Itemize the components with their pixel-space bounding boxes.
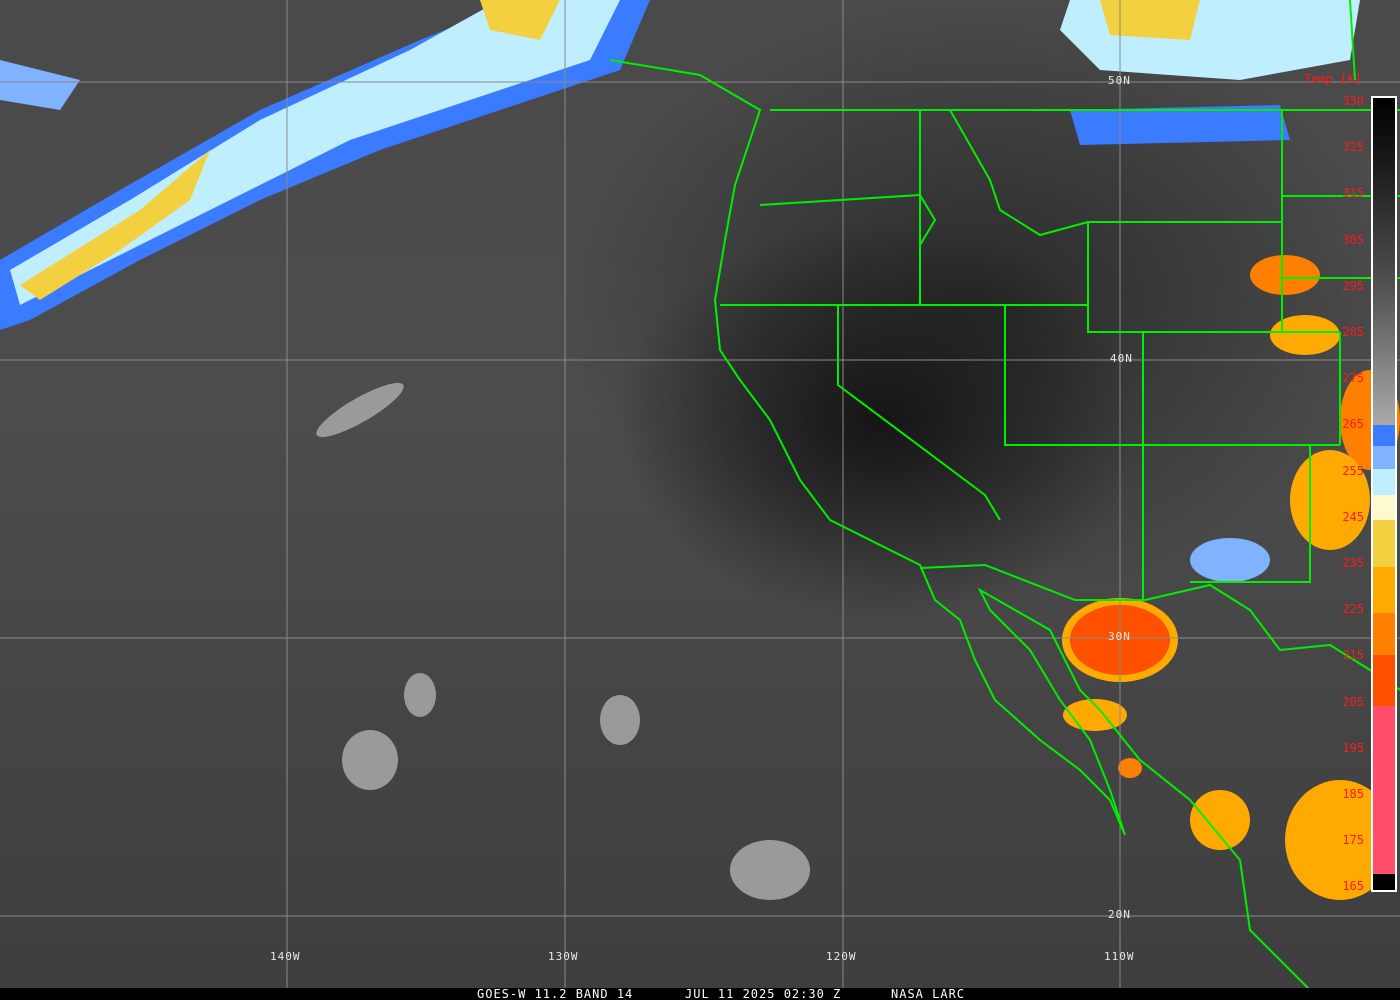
- colorbar-tick-label: 285: [1342, 325, 1364, 339]
- colorbar-tick-label: 245: [1342, 509, 1364, 524]
- colorbar-tick-label: 255: [1342, 463, 1364, 478]
- colorbar-tick-label: 305: [1342, 232, 1364, 247]
- colorbar-title: Temp [K]: [1304, 72, 1362, 86]
- caption-source: NASA LARC: [891, 987, 966, 1000]
- caption-satellite-band: GOES-W 11.2 BAND 14: [477, 987, 634, 1000]
- colorbar-tick-label: 205: [1342, 694, 1364, 709]
- low-clouds: [316, 382, 810, 900]
- lat-label-50n: 50N: [1108, 74, 1131, 87]
- colorbar-tick-label: 165: [1342, 879, 1364, 894]
- colorbar-light-blue: [1373, 446, 1395, 469]
- colorbar-tick-label: 315: [1342, 186, 1364, 201]
- colorbar-tick-label: 235: [1342, 556, 1364, 570]
- colorbar-tick-label: 195: [1342, 740, 1364, 755]
- colorbar-tick-label: 275: [1342, 371, 1364, 386]
- colorbar-grayscale: [1373, 98, 1395, 425]
- caption-datetime: JUL 11 2025 02:30 Z: [685, 987, 842, 1000]
- colorbar-pale-blue: [1373, 469, 1395, 495]
- colorbar-tick-label: 185: [1342, 787, 1364, 801]
- colorbar-black: [1373, 874, 1395, 890]
- lon-label-110w: 110W: [1104, 950, 1135, 963]
- lon-label-140w: 140W: [270, 950, 301, 963]
- colorbar-tick-label: 225: [1342, 602, 1364, 617]
- colorbar-tick-label: 265: [1342, 417, 1364, 432]
- lat-label-40n: 40N: [1110, 352, 1133, 365]
- lat-label-30n: 30N: [1108, 630, 1131, 643]
- colorbar-red-orange: [1373, 655, 1395, 706]
- lon-label-130w: 130W: [548, 950, 579, 963]
- west-coastline: [609, 59, 1311, 991]
- colorbar-tick-label: 325: [1342, 140, 1364, 155]
- lat-label-20n: 20N: [1108, 908, 1131, 921]
- colorbar-tick-label: 175: [1342, 833, 1364, 848]
- colorbar-orange: [1373, 613, 1395, 655]
- colorbar-tick-label: 295: [1342, 278, 1364, 293]
- colorbar-tick-label: 215: [1342, 648, 1364, 663]
- colorbar-pink: [1373, 706, 1395, 874]
- us-mexico-border: [919, 563, 1400, 691]
- caption-bar: GOES-W 11.2 BAND 14 JUL 11 2025 02:30 Z …: [0, 987, 1400, 1000]
- state-borders: [720, 0, 1400, 600]
- colorbar-yellow: [1373, 520, 1395, 567]
- lon-label-120w: 120W: [826, 950, 857, 963]
- colorbar: [1371, 96, 1397, 892]
- colorbar-tick-label: 330: [1342, 94, 1364, 108]
- colorbar-blue: [1373, 425, 1395, 446]
- colorbar-cream: [1373, 495, 1395, 520]
- colorbar-amber: [1373, 567, 1395, 613]
